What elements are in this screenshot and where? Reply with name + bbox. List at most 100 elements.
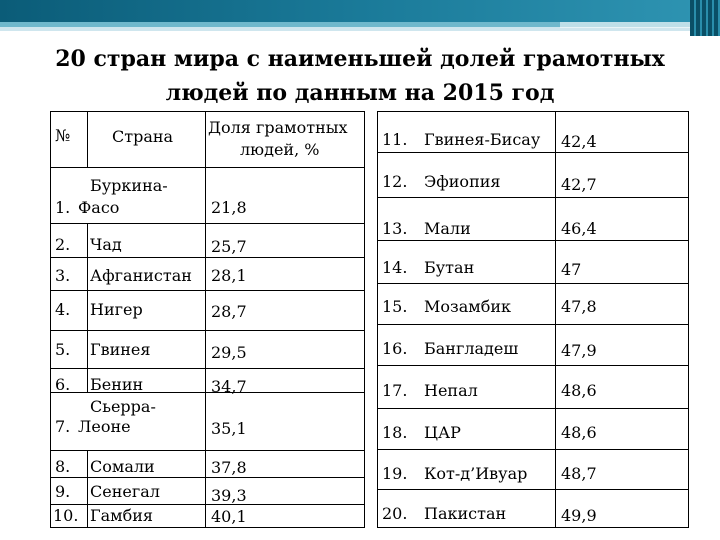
right-row-15-value: 47,8 xyxy=(561,297,597,316)
right-row-18-country: ЦАР xyxy=(424,423,461,442)
header-band-accent xyxy=(560,22,720,28)
right-row-13-value-cell: 46,4 xyxy=(556,198,689,241)
left-header-country: Страна xyxy=(112,127,174,146)
table-row: 9. xyxy=(51,478,88,505)
table-row: 15. Мозамбик xyxy=(378,284,556,325)
left-row-8-value: 37,8 xyxy=(211,458,247,477)
table-row: 11. Гвинея-Бисау xyxy=(378,112,556,153)
right-row-15-country: Мозамбик xyxy=(424,297,512,316)
right-row-15-num: 15. xyxy=(382,297,408,316)
right-row-16-value: 47,9 xyxy=(561,341,597,360)
left-row-5-country-cell: Гвинея xyxy=(88,331,206,369)
left-row-9-country-cell: Сенегал xyxy=(88,478,206,505)
table-row: 14. Бутан xyxy=(378,241,556,284)
left-table: № Страна Доля грамотных людей, % Буркина… xyxy=(50,111,365,528)
header-band-dark xyxy=(0,0,720,22)
right-row-11-value: 42,4 xyxy=(561,132,597,151)
left-row-6-value: 34,7 xyxy=(211,377,247,396)
right-row-17-country: Непал xyxy=(424,381,478,400)
left-row-9-num: 9. xyxy=(55,482,71,501)
left-row-10-num: 10. xyxy=(53,506,79,525)
left-row-6-country: Бенин xyxy=(90,375,144,394)
right-row-16-num: 16. xyxy=(382,339,408,358)
right-row-17-value-cell: 48,6 xyxy=(556,366,689,409)
table-row: 12. Эфиопия xyxy=(378,153,556,198)
title-line-2: людей по данным на 2015 год xyxy=(165,80,555,106)
left-row-1-value: 21,8 xyxy=(211,198,247,217)
table-row: 6. xyxy=(51,369,88,394)
left-header-share-line1: Доля грамотных xyxy=(208,118,348,137)
left-row-8-value-cell: 37,8 xyxy=(206,451,365,478)
right-table: 11. Гвинея-Бисау 42,4 12. Эфиопия 42,7 1… xyxy=(377,111,689,528)
right-row-20-value: 49,9 xyxy=(561,506,597,525)
left-row-2-country: Чад xyxy=(90,235,122,254)
left-row-4-value-cell: 28,7 xyxy=(206,291,365,331)
left-row-8-num: 8. xyxy=(55,457,71,476)
table-row: 13. Мали xyxy=(378,198,556,241)
right-row-11-country: Гвинея-Бисау xyxy=(424,130,541,149)
right-row-12-value: 42,7 xyxy=(561,175,597,194)
table-row: 17. Непал xyxy=(378,366,556,409)
left-row-10-value: 40,1 xyxy=(211,507,247,526)
right-row-17-value: 48,6 xyxy=(561,381,597,400)
right-row-16-country: Бангладеш xyxy=(424,339,519,358)
left-row-7-prefix: Сьерра- xyxy=(90,397,156,416)
right-row-13-country: Мали xyxy=(424,219,471,238)
right-row-14-value-cell: 47 xyxy=(556,241,689,284)
left-header-country-cell: Страна xyxy=(88,112,206,168)
right-row-18-value: 48,6 xyxy=(561,423,597,442)
header-band-corner xyxy=(690,0,720,36)
left-row-6-num: 6. xyxy=(55,375,71,394)
left-row-8-country: Сомали xyxy=(90,457,155,476)
right-row-19-country: Кот-д’Ивуар xyxy=(424,464,528,483)
left-row-3-country-cell: Афганистан xyxy=(88,258,206,291)
left-row-2-value-cell: 25,7 xyxy=(206,224,365,258)
left-row-4-country: Нигер xyxy=(90,300,143,319)
left-row-9-country: Сенегал xyxy=(90,482,160,501)
left-row-5-value: 29,5 xyxy=(211,343,247,362)
left-row-4-country-cell: Нигер xyxy=(88,291,206,331)
right-row-15-value-cell: 47,8 xyxy=(556,284,689,325)
table-row: 8. xyxy=(51,451,88,478)
left-row-2-country-cell: Чад xyxy=(88,224,206,258)
right-row-19-value-cell: 48,7 xyxy=(556,450,689,490)
left-row-6-value-cell: 34,7 xyxy=(206,369,365,396)
header-band-stripe-light xyxy=(0,27,720,31)
right-row-12-num: 12. xyxy=(382,172,408,191)
header-band-stripe xyxy=(0,22,720,27)
table-row: 20. Пакистан xyxy=(378,490,556,528)
right-row-12-value-cell: 42,7 xyxy=(556,153,689,198)
right-row-19-num: 19. xyxy=(382,464,408,483)
left-row-1-num: 1. xyxy=(55,198,71,217)
left-row-7-value: 35,1 xyxy=(211,419,247,438)
table-row: 5. xyxy=(51,331,88,369)
table-row: 19. Кот-д’Ивуар xyxy=(378,450,556,490)
slide-title: 20 стран мира с наименьшей долей грамотн… xyxy=(30,42,690,110)
title-line-1: 20 стран мира с наименьшей долей грамотн… xyxy=(55,46,665,72)
left-row-10-country-cell: Гамбия xyxy=(88,505,206,528)
right-row-16-value-cell: 47,9 xyxy=(556,325,689,366)
left-row-2-value: 25,7 xyxy=(211,237,247,256)
table-row: 2. xyxy=(51,224,88,258)
right-row-20-country: Пакистан xyxy=(424,504,507,523)
right-row-20-value-cell: 49,9 xyxy=(556,490,689,528)
table-row: 18. ЦАР xyxy=(378,409,556,450)
table-row: 16. Бангладеш xyxy=(378,325,556,366)
left-row-3-country: Афганистан xyxy=(90,266,192,285)
right-row-20-num: 20. xyxy=(382,504,408,523)
right-row-13-num: 13. xyxy=(382,219,408,238)
left-row-3-value: 28,1 xyxy=(211,266,247,285)
table-row: 3. xyxy=(51,258,88,291)
left-row-4-value: 28,7 xyxy=(211,302,247,321)
right-row-11-num: 11. xyxy=(382,130,408,149)
right-row-13-value: 46,4 xyxy=(561,219,597,238)
left-row-10-value-cell: 40,1 xyxy=(206,505,365,528)
left-row-9-value-cell: 39,3 xyxy=(206,478,365,505)
left-row-1-country: Фасо xyxy=(78,198,120,217)
right-row-17-num: 17. xyxy=(382,381,408,400)
left-row-2-num: 2. xyxy=(55,235,71,254)
table-row: Сьерра- 7. Леоне xyxy=(51,393,206,451)
left-row-9-value: 39,3 xyxy=(211,486,247,505)
table-row: 4. xyxy=(51,291,88,331)
left-row-7-country: Леоне xyxy=(78,417,131,436)
